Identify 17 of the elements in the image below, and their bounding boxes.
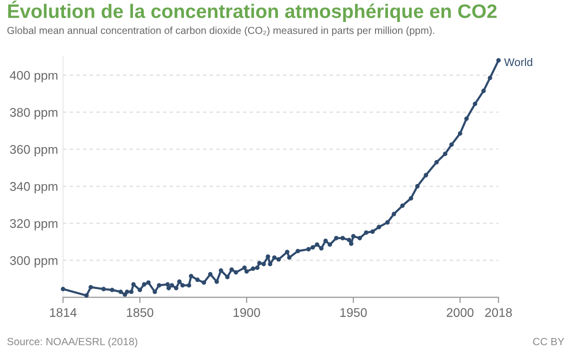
x-tick-label: 2018 — [485, 308, 512, 317]
y-tick-label: 400 ppm — [10, 70, 58, 82]
source-note: Source: NOAA/ESRL (2018) — [7, 338, 138, 348]
y-tick-label: 320 ppm — [10, 219, 58, 230]
x-tick-label: 2000 — [446, 308, 474, 317]
series-label: World — [504, 58, 532, 66]
x-tick-label: 1950 — [340, 308, 367, 317]
text: CC BY — [533, 338, 564, 346]
chart-title: Évolution de la concentration atmosphérique en CO2 — [8, 0, 497, 22]
chart-subtitle: Global mean annual concentration of carbon dioxide (CO₂) measured in parts per million (ppm). — [7, 26, 434, 36]
y-tick-label: 380 ppm — [10, 108, 58, 120]
y-tick-label: 340 ppm — [10, 182, 58, 194]
y-tick-label: 300 ppm — [10, 256, 58, 268]
x-tick-label: 1850 — [126, 308, 154, 317]
x-tick-label: 1814 — [50, 308, 77, 317]
y-tick-label: 360 ppm — [10, 145, 58, 156]
x-tick-label: 1900 — [234, 308, 260, 317]
